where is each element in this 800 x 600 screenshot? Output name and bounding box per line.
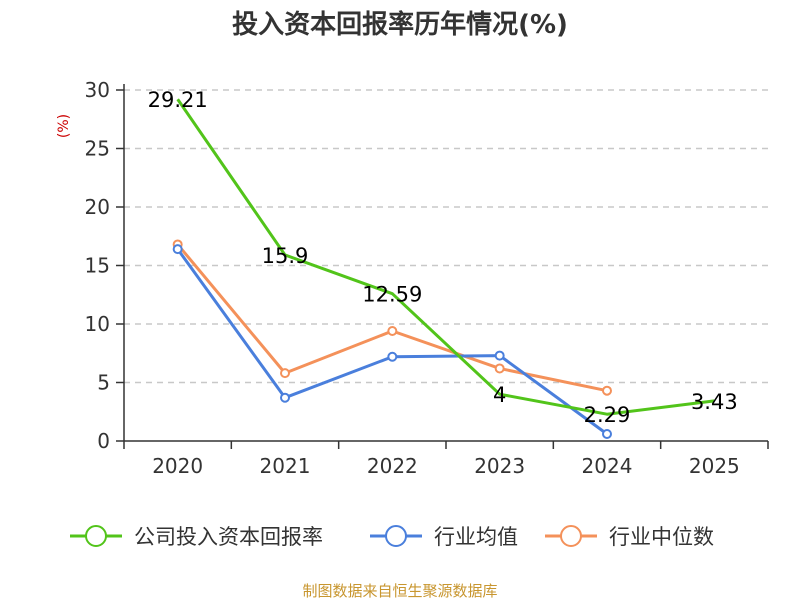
grid-lines [124, 89, 768, 384]
series-lines [172, 98, 715, 439]
y-tick-label: 10 [85, 312, 110, 336]
y-tick-label: 25 [85, 137, 110, 161]
data-label: 3.43 [691, 390, 738, 414]
data-label: 2.29 [584, 403, 631, 427]
legend-item-1[interactable]: 行业均值 [370, 525, 518, 549]
data-point [280, 368, 290, 379]
legend-item-0[interactable]: 公司投入资本回报率 [70, 525, 323, 549]
y-tick-label: 0 [97, 429, 110, 453]
x-tick-label: 2020 [152, 454, 203, 478]
y-axis-label: (%) [56, 114, 72, 138]
data-point [602, 428, 612, 439]
data-point [387, 326, 398, 337]
x-tick-label: 2021 [260, 454, 311, 478]
data-point [387, 351, 398, 362]
legend-label: 公司投入资本回报率 [134, 525, 323, 549]
series-line-1 [176, 248, 608, 436]
source-note: 制图数据来自恒生聚源数据库 [302, 582, 497, 600]
legend-marker [385, 525, 407, 547]
y-tick-label: 30 [85, 78, 110, 102]
data-point [494, 350, 505, 361]
data-label: 29.21 [148, 88, 208, 112]
x-tick-label: 2023 [474, 454, 525, 478]
x-tick-label: 2024 [582, 454, 633, 478]
data-point [172, 244, 183, 255]
data-label: 4 [493, 383, 506, 407]
series-line-0 [176, 98, 715, 416]
legend-marker [560, 525, 582, 547]
data-point [494, 363, 505, 374]
legend-marker [85, 525, 107, 547]
y-tick-label: 5 [97, 371, 110, 395]
series-line-2 [176, 243, 608, 393]
x-tick-label: 2022 [367, 454, 418, 478]
legend-label: 行业均值 [434, 525, 518, 549]
x-tick-label: 2025 [689, 454, 740, 478]
chart-title: 投入资本回报率历年情况(%) [232, 9, 568, 40]
legend[interactable]: 公司投入资本回报率 行业均值 行业中位数 [70, 525, 714, 549]
data-labels: 29.21 15.9 12.59 4 2.29 3.43 [148, 88, 738, 427]
legend-item-2[interactable]: 行业中位数 [545, 525, 714, 549]
legend-label: 行业中位数 [609, 525, 714, 549]
y-tick-label: 20 [85, 195, 110, 219]
data-point [280, 392, 290, 403]
data-label: 12.59 [362, 283, 422, 307]
data-label: 15.9 [262, 244, 309, 268]
y-tick-label: 15 [85, 254, 110, 278]
data-point [602, 385, 612, 396]
